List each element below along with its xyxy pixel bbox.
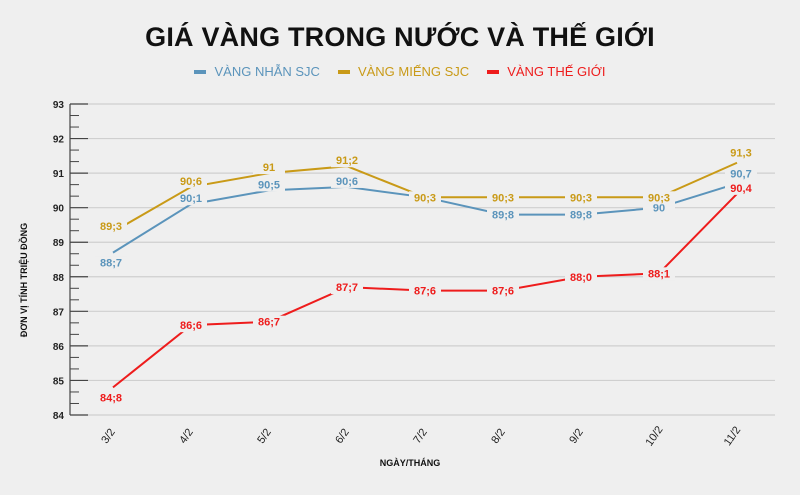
data-label-bg <box>725 146 757 160</box>
y-axis-title: ĐƠN VỊ TÍNH TRIỆU ĐỒNG <box>19 222 29 338</box>
x-axis-title: NGÀY/THÁNG <box>379 458 441 468</box>
data-label: 90,4 <box>730 183 752 195</box>
y-tick-label: 89 <box>53 238 65 249</box>
data-label-bg <box>409 284 441 298</box>
data-label-bg <box>253 178 285 192</box>
data-label-bg <box>253 315 285 329</box>
data-label-bg <box>565 208 597 222</box>
data-label: 91,3 <box>730 148 751 160</box>
x-tick-label: 3/2 <box>99 427 118 446</box>
data-label-bg <box>175 192 207 206</box>
data-label-bg <box>725 181 757 195</box>
data-label-bg <box>409 191 441 205</box>
data-label: 90;3 <box>414 192 436 204</box>
data-label: 86;7 <box>258 317 280 329</box>
legend-item-mieng-sjc: VÀNG MIẾNG SJC <box>337 64 470 79</box>
data-label-bg <box>175 174 207 188</box>
legend-label: VÀNG MIẾNG SJC <box>357 64 470 79</box>
data-label: 89;8 <box>570 210 592 222</box>
data-label: 90;6 <box>336 176 358 188</box>
data-label: 89;3 <box>100 221 122 233</box>
y-tick-label: 91 <box>53 169 65 180</box>
x-tick-label: 5/2 <box>255 427 274 446</box>
data-label-bg <box>565 191 597 205</box>
data-label: 90;3 <box>648 192 670 204</box>
data-label: 90;5 <box>258 179 280 191</box>
data-label: 90,7 <box>730 168 751 180</box>
data-label-bg <box>175 319 207 333</box>
chart-title: GIÁ VÀNG TRONG NƯỚC VÀ THẾ GIỚI <box>145 22 655 52</box>
legend-swatch-icon <box>487 69 500 74</box>
x-tick-label: 6/2 <box>333 427 352 446</box>
legend-swatch-icon <box>337 69 350 74</box>
y-tick-label: 86 <box>53 342 65 353</box>
data-label-bg <box>253 161 285 175</box>
x-tick-label: 11/2 <box>722 424 744 448</box>
data-label: 87;7 <box>336 282 358 294</box>
data-label-bg <box>331 154 363 168</box>
data-label-bg <box>487 191 519 205</box>
data-label: 86;6 <box>180 320 202 332</box>
data-label: 89;8 <box>492 210 514 222</box>
data-label: 91 <box>263 162 275 174</box>
data-label-bg <box>95 391 127 405</box>
data-label-bg <box>331 174 363 188</box>
data-label-bg <box>643 267 675 281</box>
data-label: 90 <box>653 203 665 215</box>
data-label-bg <box>487 284 519 298</box>
legend-label: VÀNG NHẪN SJC <box>214 64 320 79</box>
data-label: 90;3 <box>492 192 514 204</box>
y-tick-label: 87 <box>53 307 65 318</box>
data-label: 91;2 <box>336 155 358 167</box>
data-label: 90;6 <box>180 176 202 188</box>
y-tick-label: 90 <box>53 204 65 215</box>
data-label-bg <box>487 208 519 222</box>
data-label: 88;0 <box>570 272 592 284</box>
legend-swatch-icon <box>194 69 207 74</box>
data-label-bg <box>643 191 675 205</box>
data-label: 88;1 <box>648 268 670 280</box>
y-tick-label: 92 <box>53 135 65 146</box>
data-label-bg <box>331 281 363 295</box>
data-label: 84;8 <box>100 392 122 404</box>
x-tick-label: 10/2 <box>643 424 665 448</box>
data-label: 90;3 <box>570 192 592 204</box>
data-label-bg <box>643 201 675 215</box>
data-label: 88;7 <box>100 258 122 270</box>
legend: VÀNG NHẪN SJC VÀNG MIẾNG SJC VÀNG THẾ GI… <box>0 64 800 79</box>
y-tick-label: 88 <box>53 273 65 284</box>
x-tick-label: 4/2 <box>177 427 196 446</box>
data-label-bg <box>95 256 127 270</box>
y-tick-label: 85 <box>53 376 65 387</box>
legend-item-the-gioi: VÀNG THẾ GIỚI <box>487 64 606 79</box>
y-tick-label: 84 <box>53 411 65 422</box>
x-tick-label: 8/2 <box>489 427 508 446</box>
data-label-bg <box>725 167 757 181</box>
data-label-bg <box>565 270 597 284</box>
data-label: 87;6 <box>414 286 436 298</box>
legend-label: VÀNG THẾ GIỚI <box>507 64 606 79</box>
x-tick-label: 9/2 <box>567 427 586 446</box>
data-label-bg <box>95 219 127 233</box>
x-tick-label: 7/2 <box>411 427 430 446</box>
data-label: 90;1 <box>180 193 202 205</box>
data-label: 87;6 <box>492 286 514 298</box>
y-tick-label: 93 <box>53 100 65 111</box>
legend-item-nhan-sjc: VÀNG NHẪN SJC <box>194 64 320 79</box>
